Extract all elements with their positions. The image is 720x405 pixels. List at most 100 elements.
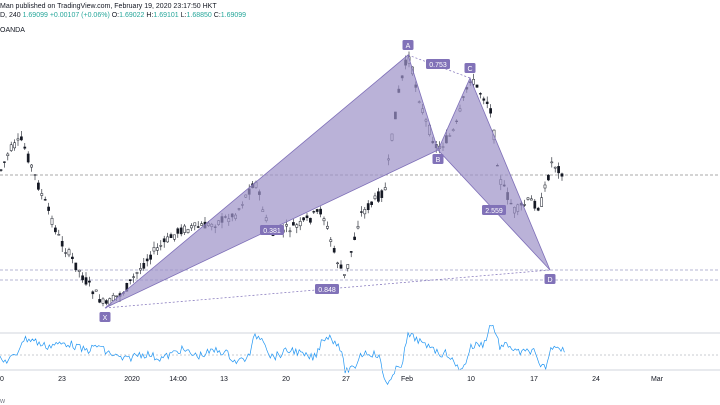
ohlc-line: D, 240 1.69099 +0.00107 (+0.06%) O:1.690… <box>0 12 246 19</box>
candle-body <box>302 217 305 221</box>
candle-body <box>162 238 166 243</box>
candle-body <box>540 197 543 207</box>
candle-body <box>60 240 64 247</box>
candle-body <box>482 98 486 101</box>
candle-body <box>370 201 373 205</box>
candle-body <box>312 211 316 213</box>
candle-body <box>9 144 13 151</box>
candle-body <box>67 249 71 256</box>
point-label-x: X <box>99 312 111 322</box>
svg-text:B: B <box>436 157 441 164</box>
x-tick-label: 0 <box>0 376 4 383</box>
candle-body <box>169 234 173 239</box>
interval-label: D, 240 <box>0 12 21 19</box>
low-value: 1.68850 <box>186 12 212 19</box>
x-tick-label: 13 <box>220 376 228 383</box>
candle-body <box>190 225 193 229</box>
candle-body <box>101 298 105 304</box>
candle-body <box>115 295 118 297</box>
open-value: 1.69022 <box>119 12 145 19</box>
candle-body <box>326 225 329 229</box>
candle-body <box>37 182 40 190</box>
low-label: L: <box>180 12 187 19</box>
candle-body <box>377 191 380 202</box>
candle-body <box>135 272 139 274</box>
svg-text:C: C <box>467 66 472 73</box>
candle-body <box>200 223 203 226</box>
candle-body <box>50 217 54 225</box>
open-label: O: <box>111 12 120 19</box>
candle-body <box>339 264 343 269</box>
candle-body <box>193 222 197 227</box>
candle-body <box>360 211 363 213</box>
candle-body <box>43 199 47 201</box>
candle-body <box>149 254 152 260</box>
candle-body <box>353 236 356 240</box>
high-value: 1.69101 <box>153 12 179 19</box>
candle-body <box>523 204 526 206</box>
svg-text:0.753: 0.753 <box>429 62 447 69</box>
rsi-pane <box>0 324 720 386</box>
candle-body <box>288 230 292 233</box>
candle-body <box>3 161 6 163</box>
candle-body <box>91 291 95 295</box>
candle-body <box>349 251 353 253</box>
publish-info: Man published on TradingView.com, Februa… <box>0 3 217 10</box>
x-tick-label: 14:00 <box>169 376 187 383</box>
candle-body <box>98 299 101 303</box>
horizontal-levels <box>0 174 720 281</box>
candle-body <box>285 224 288 227</box>
candle-body <box>479 93 482 95</box>
x-tick-label: 24 <box>592 376 600 383</box>
x-tick-label: Mar <box>651 376 664 383</box>
candle-body <box>298 221 302 227</box>
candle-body <box>550 161 554 164</box>
candle-body <box>84 277 88 285</box>
ratio-label: 2.559 <box>482 205 506 215</box>
candle-body <box>105 300 108 304</box>
candle-body <box>54 227 57 233</box>
candle-body <box>383 187 387 191</box>
candle-body <box>485 101 489 104</box>
x-tick-label: 2020 <box>124 376 140 383</box>
svg-text:0.381: 0.381 <box>263 228 281 235</box>
candle-body <box>475 84 479 88</box>
candle-body <box>186 229 190 233</box>
candle-body <box>292 222 295 226</box>
candle-body <box>13 142 16 149</box>
chart-header: Man published on TradingView.com, Februa… <box>0 0 720 34</box>
point-label-a: A <box>402 40 414 50</box>
candle-body <box>332 248 336 253</box>
candle-body <box>557 166 560 174</box>
candle-body <box>57 234 61 236</box>
candle-body <box>30 164 33 168</box>
ratio-label: 0.848 <box>315 284 339 294</box>
close-label: C: <box>213 12 221 19</box>
candle-body <box>380 190 384 198</box>
candle-body <box>322 218 326 222</box>
candle-body <box>547 174 550 181</box>
candle-body <box>47 206 50 211</box>
candle-body <box>305 215 309 219</box>
ratio-label: 0.381 <box>260 225 284 235</box>
candle-body <box>142 263 146 269</box>
candle-body <box>489 108 492 114</box>
svg-text:X: X <box>103 315 108 322</box>
candle-body <box>166 236 169 243</box>
candle-body <box>356 226 360 229</box>
candle-body <box>526 197 530 200</box>
x-tick-label: 20 <box>282 376 290 383</box>
candle-body <box>295 224 299 228</box>
candle-body <box>176 228 180 234</box>
x-tick-label: 17 <box>530 376 538 383</box>
candle-body <box>366 203 370 211</box>
candle-body <box>6 153 10 156</box>
svg-text:A: A <box>406 43 411 50</box>
candle-body <box>139 268 142 271</box>
candle-body <box>363 209 367 215</box>
close-value: 1.69099 <box>220 12 247 19</box>
candle-body <box>553 166 557 169</box>
candle-body <box>173 234 176 240</box>
last-price: 1.69099 <box>22 12 48 19</box>
